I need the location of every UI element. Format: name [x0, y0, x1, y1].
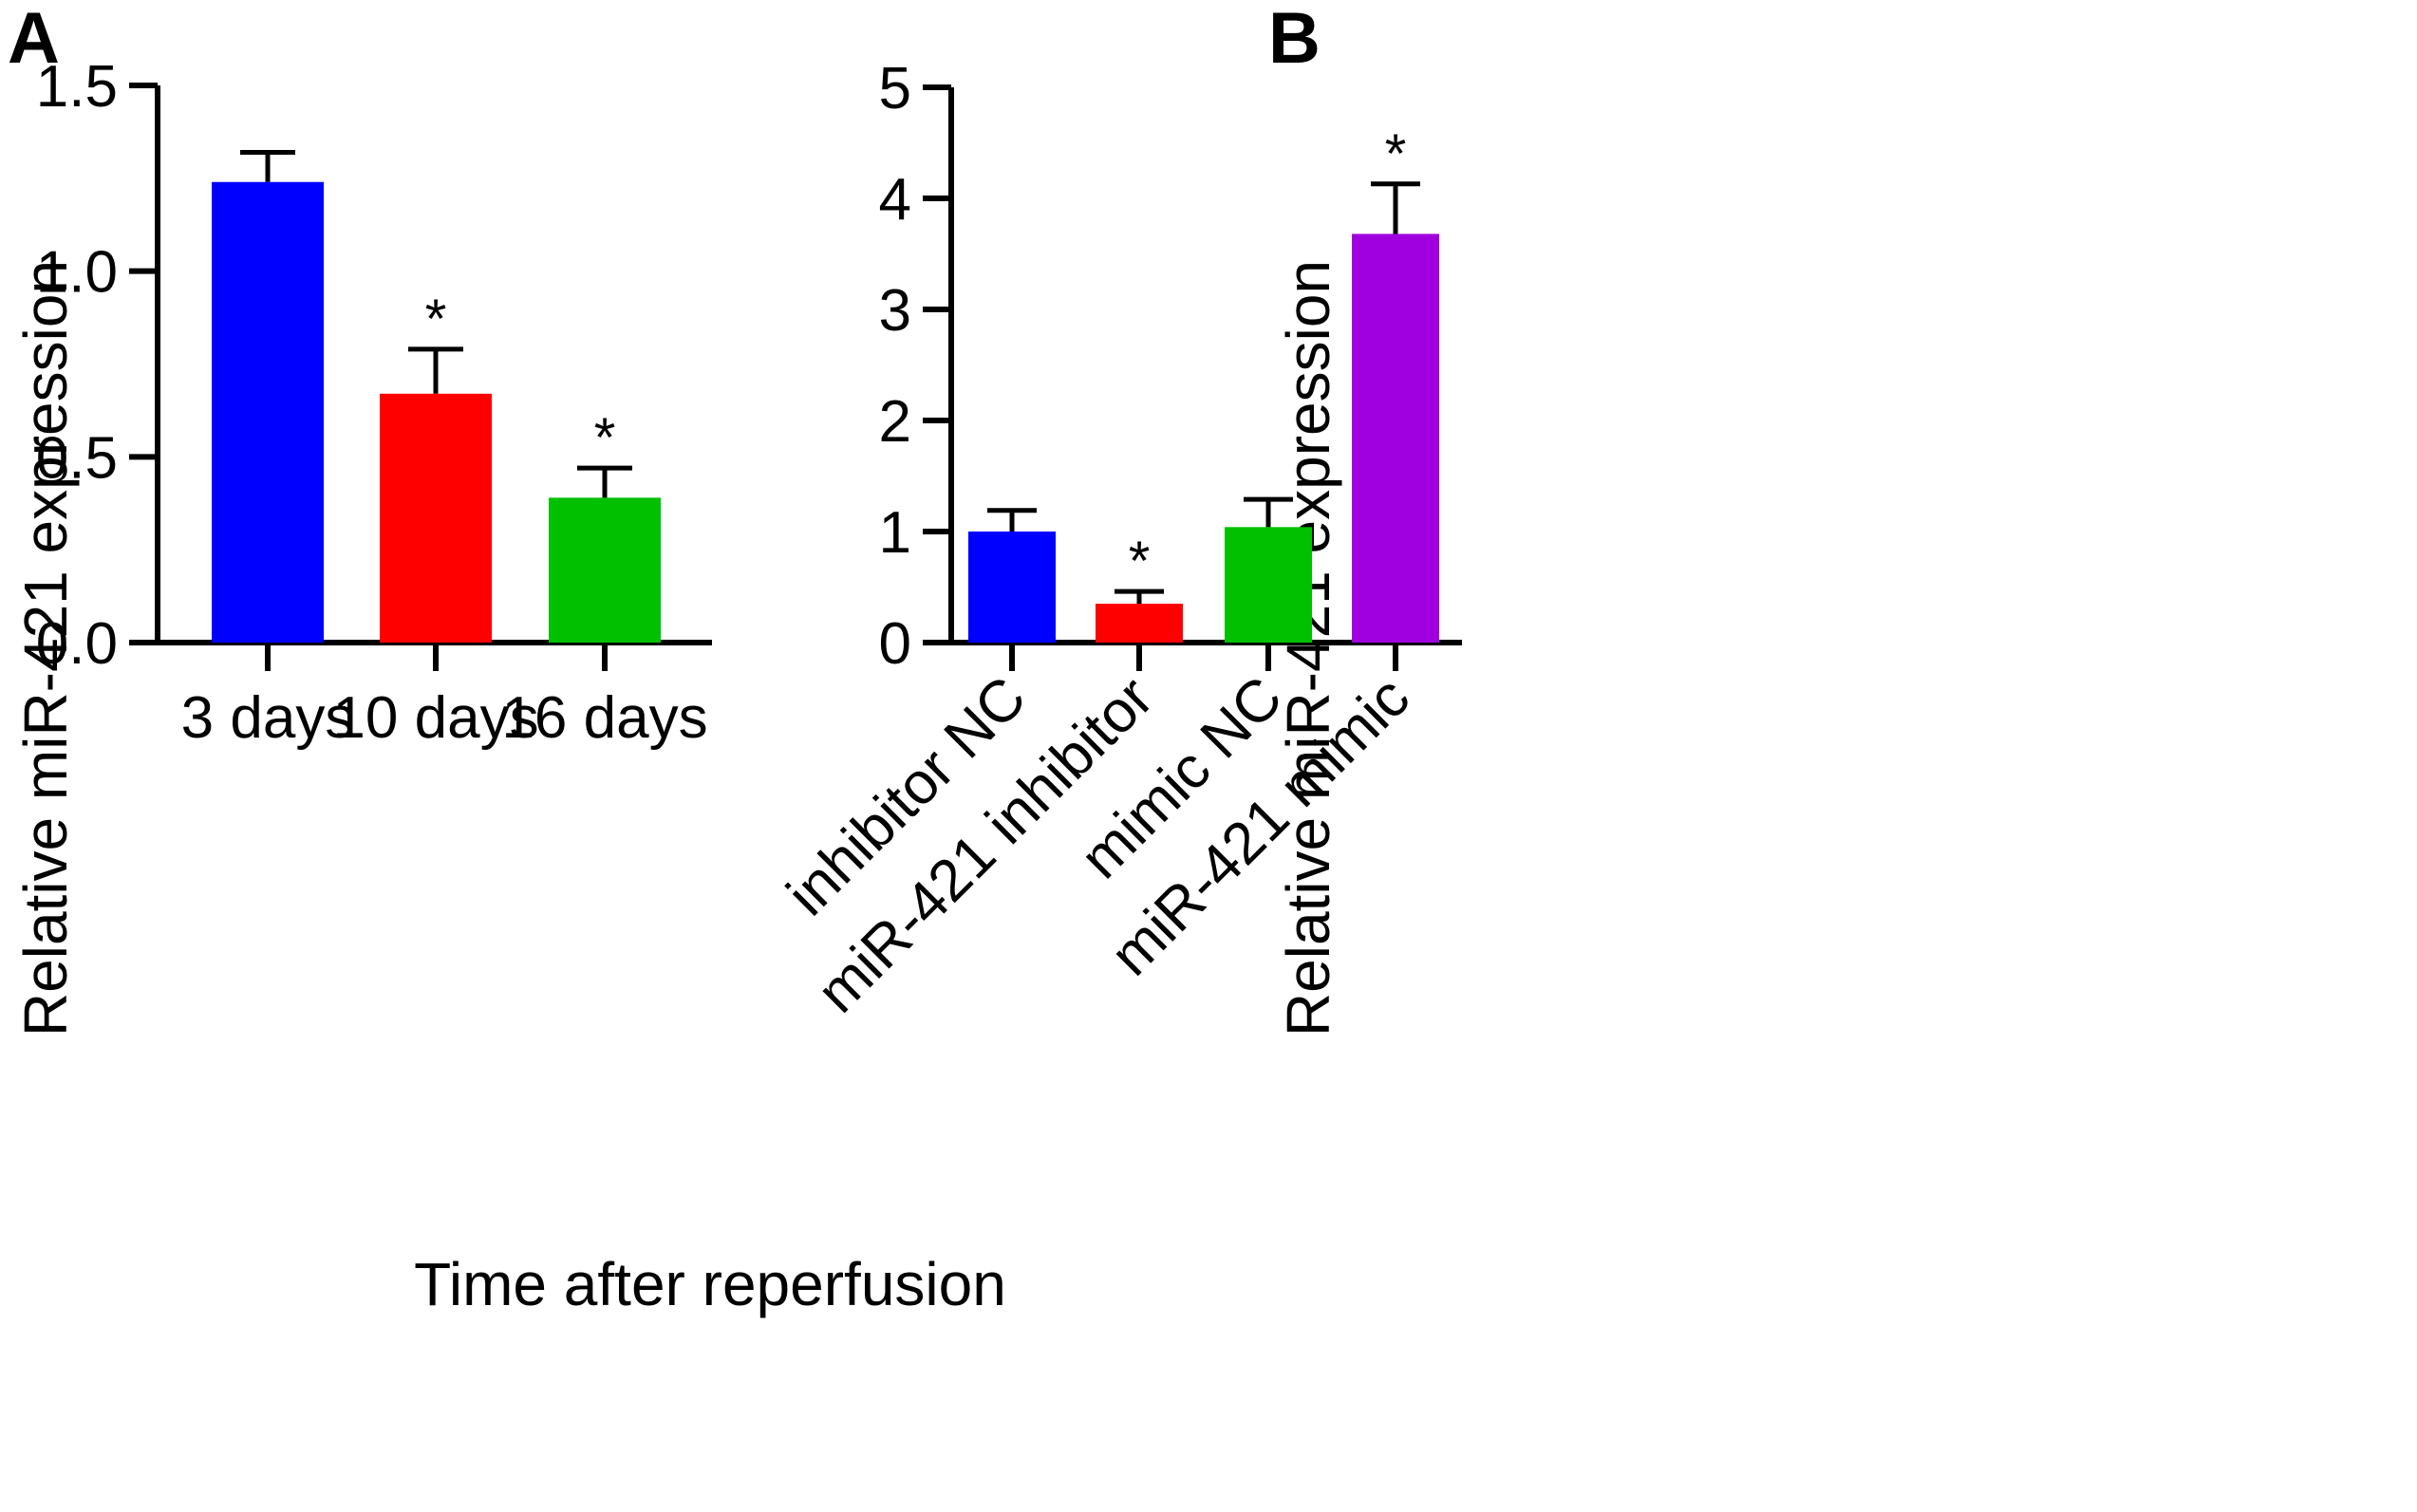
panel-b-chart: B Relative miR-421 expression 012345inhi…: [775, 0, 1462, 1036]
panel-a-x-tick-label: 3 days: [181, 685, 355, 751]
panel-a-y-tick-label: 0.5: [36, 425, 118, 491]
panel-b-bar: [1352, 233, 1439, 643]
panel-a-letter: A: [8, 0, 60, 79]
panel-a-x-axis-label: Time after reperfusion: [414, 1250, 1006, 1318]
panel-a-bar: [212, 181, 324, 643]
panel-b-significance-star: *: [1385, 123, 1407, 185]
panel-b-bar: [968, 532, 1056, 643]
panel-a-y-tick-label: 1.0: [36, 240, 118, 306]
panel-b-y-tick-label: 0: [879, 611, 911, 677]
panel-b-y-tick-label: 3: [879, 278, 911, 344]
panel-a-significance-star: *: [594, 407, 616, 469]
panel-b-y-tick-label: 1: [879, 500, 911, 566]
panel-b-significance-star: *: [1129, 531, 1151, 592]
panel-a-significance-star: *: [425, 289, 447, 350]
panel-b-y-tick-label: 2: [879, 389, 911, 455]
panel-a-y-tick-label: 1.5: [36, 54, 118, 120]
panel-a-bar: [549, 497, 661, 643]
panel-b-y-tick-label: 4: [879, 167, 911, 233]
panel-b-y-axis-label: Relative miR-421 expression: [1274, 260, 1342, 1036]
panel-a-x-tick-label: 10 days: [332, 685, 538, 751]
panel-a-x-tick-label: 16 days: [501, 685, 707, 751]
panel-b-y-tick-label: 5: [879, 56, 911, 121]
panel-b-letter: B: [1268, 0, 1321, 79]
panel-a-y-tick-label: 0.0: [36, 611, 118, 677]
panel-b-bar: [1096, 604, 1183, 643]
panel-a-y-axis-label: Relative miR-421 expression: [11, 260, 80, 1036]
panel-a-chart: A Relative miR-421 expression Time after…: [8, 0, 1006, 1318]
panel-b-bar: [1225, 527, 1312, 643]
panel-a-bar: [380, 393, 492, 643]
